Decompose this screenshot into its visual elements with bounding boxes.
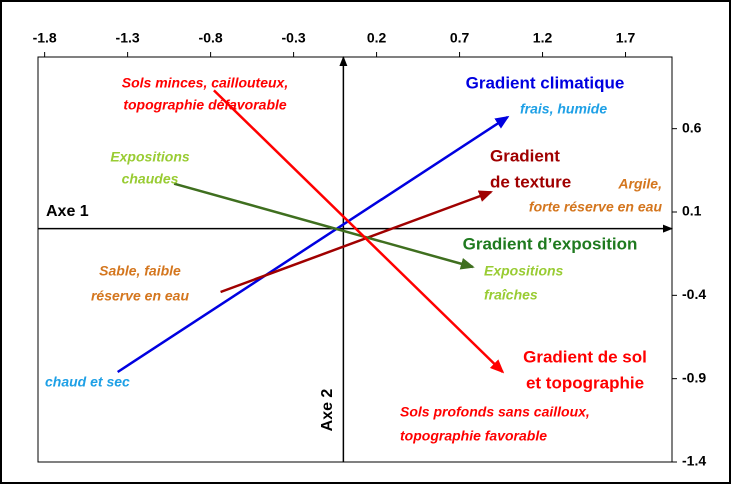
annotation: chaudes bbox=[122, 171, 179, 187]
y-tick-label: -0.9 bbox=[682, 369, 706, 385]
annotation: Sable, faible bbox=[99, 263, 181, 279]
annotation: Axe 2 bbox=[319, 389, 336, 432]
annotation: Axe 1 bbox=[46, 203, 89, 220]
annotation: de texture bbox=[490, 172, 571, 191]
x-tick-label: -1.3 bbox=[116, 30, 140, 46]
annotation: Sols minces, caillouteux, bbox=[122, 75, 289, 91]
annotation: Gradient climatique bbox=[466, 73, 625, 92]
annotation: Gradient bbox=[490, 146, 560, 165]
x-tick-label: 1.7 bbox=[616, 30, 636, 46]
annotation: frais, humide bbox=[520, 101, 607, 117]
x-tick-label: 0.7 bbox=[450, 30, 470, 46]
annotation: fraîches bbox=[484, 287, 538, 303]
annotation: Sols profonds sans cailloux, bbox=[400, 404, 590, 420]
annotation: et topographie bbox=[526, 373, 644, 392]
annotation: Gradient d’exposition bbox=[463, 234, 638, 253]
annotation: Gradient de sol bbox=[523, 347, 647, 366]
x-tick-label: -0.8 bbox=[199, 30, 223, 46]
vector bbox=[173, 182, 475, 270]
annotation: réserve en eau bbox=[91, 288, 190, 304]
y-tick-label: -1.4 bbox=[682, 453, 706, 469]
plot-frame bbox=[37, 56, 673, 463]
annotation: Expositions bbox=[484, 263, 564, 279]
annotation: topographie favorable bbox=[400, 428, 547, 444]
annotation: Expositions bbox=[110, 149, 190, 165]
x-tick-label: -1.8 bbox=[33, 30, 57, 46]
y-tick-label: 0.1 bbox=[682, 203, 702, 219]
vector bbox=[220, 190, 493, 294]
annotation: topographie défavorable bbox=[123, 97, 287, 113]
annotation: forte réserve en eau bbox=[529, 199, 663, 215]
x-tick-label: -0.3 bbox=[282, 30, 306, 46]
annotation: Argile, bbox=[617, 176, 662, 192]
y-tick-label: -0.4 bbox=[682, 286, 706, 302]
x-tick-label: 1.2 bbox=[533, 30, 553, 46]
annotation: chaud et sec bbox=[45, 374, 130, 390]
vector bbox=[116, 115, 510, 374]
y-tick-label: 0.6 bbox=[682, 119, 702, 135]
x-tick-label: 0.2 bbox=[367, 30, 387, 46]
vector bbox=[213, 89, 505, 374]
